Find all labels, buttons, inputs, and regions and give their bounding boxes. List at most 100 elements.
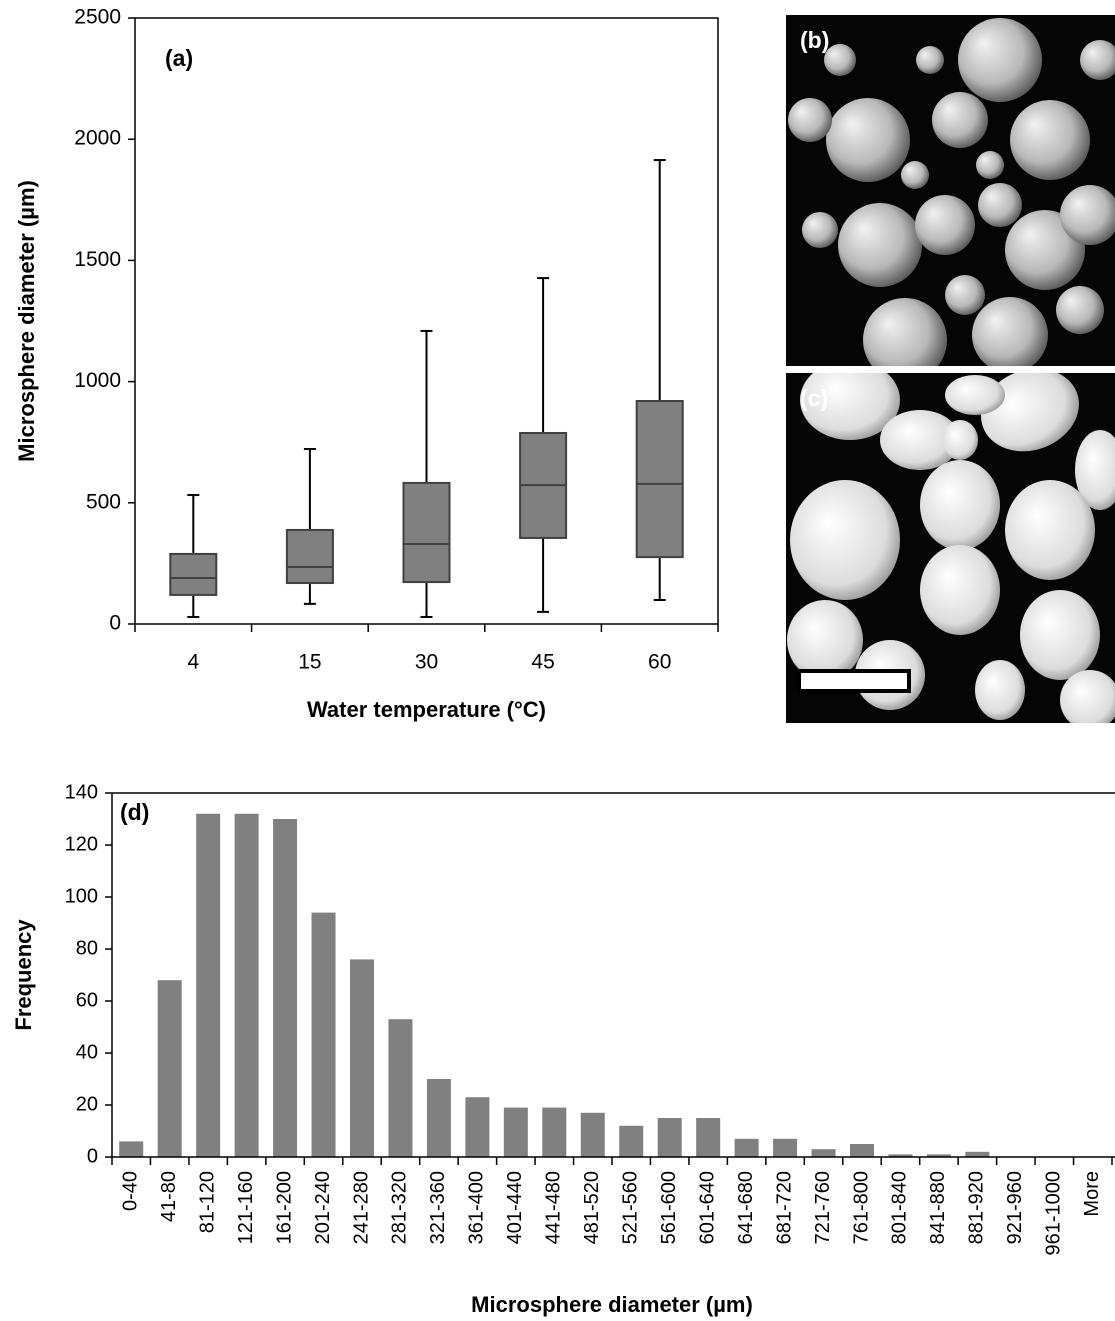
x-axis-title: Microsphere diameter (µm) (471, 1292, 753, 1317)
x-tick-label: 121-160 (235, 1171, 257, 1244)
bar (811, 1149, 836, 1157)
sphere (1060, 185, 1115, 245)
y-tick-label: 120 (65, 833, 98, 855)
sphere (1010, 100, 1090, 180)
sphere (1080, 40, 1115, 80)
x-tick-label: 961-1000 (1043, 1171, 1065, 1256)
box (402, 481, 451, 584)
bar (926, 1154, 951, 1157)
sphere (976, 151, 1004, 179)
bar (850, 1144, 874, 1157)
x-tick-label: 881-920 (966, 1171, 988, 1244)
sphere (901, 161, 929, 189)
sphere (863, 298, 947, 366)
x-tick-label: 281-320 (389, 1171, 411, 1244)
sphere (838, 203, 922, 287)
sphere (1020, 590, 1100, 680)
x-tick-label: 401-440 (504, 1171, 526, 1244)
sphere (945, 375, 1005, 415)
box (285, 528, 334, 585)
y-tick-label: 0 (109, 612, 121, 635)
y-tick-label: 20 (76, 1093, 98, 1115)
x-tick-label: 641-680 (735, 1171, 757, 1244)
x-tick-label: 241-280 (350, 1171, 372, 1244)
bar (773, 1138, 798, 1157)
sphere (824, 44, 856, 76)
x-tick-label: 81-120 (196, 1171, 218, 1233)
panel-label: (c) (800, 385, 828, 411)
x-tick-label: 15 (298, 651, 321, 674)
box (169, 552, 218, 596)
x-tick-label: 321-360 (427, 1171, 449, 1244)
y-tick-label: 0 (87, 1145, 98, 1167)
bar (234, 813, 259, 1157)
sphere (788, 98, 832, 142)
y-tick-label: 500 (86, 490, 121, 513)
bar (619, 1125, 644, 1157)
bar (580, 1112, 605, 1157)
sphere (975, 660, 1025, 720)
bar (965, 1151, 990, 1157)
x-tick-label: 201-240 (312, 1171, 334, 1244)
y-tick-label: 1500 (74, 248, 121, 271)
sphere (802, 212, 838, 248)
photo-b-spheres (788, 18, 1115, 366)
x-tick-label: 681-720 (773, 1171, 795, 1244)
sphere (1056, 286, 1104, 334)
box (635, 399, 684, 559)
sphere (916, 46, 944, 74)
x-tick-label: 441-480 (543, 1171, 565, 1244)
x-tick-label: 601-640 (696, 1171, 718, 1244)
bar (465, 1097, 490, 1157)
sphere (1075, 430, 1115, 510)
sphere (826, 98, 910, 182)
y-tick-label: 2000 (74, 127, 121, 150)
y-axis-title: Frequency (11, 919, 36, 1031)
y-tick-label: 140 (65, 781, 98, 803)
x-tick-label: 521-560 (620, 1171, 642, 1244)
sphere (972, 297, 1048, 366)
sphere (790, 480, 900, 600)
bar (542, 1107, 567, 1157)
x-tick-label: 801-840 (889, 1171, 911, 1244)
x-tick-label: More (1081, 1171, 1103, 1217)
bar (119, 1141, 144, 1157)
sphere (920, 460, 1000, 550)
y-tick-label: 80 (76, 937, 98, 959)
sphere (1060, 670, 1115, 723)
bar (350, 959, 374, 1157)
x-tick-label: 60 (648, 651, 671, 674)
sphere (958, 18, 1042, 102)
sphere (945, 275, 985, 315)
y-axis-title: Microsphere diameter (µm) (14, 180, 39, 462)
x-tick-label: 921-960 (1004, 1171, 1026, 1244)
bar (157, 980, 182, 1157)
x-tick-label: 41-80 (158, 1171, 180, 1222)
sphere (800, 373, 900, 440)
x-tick-label: 841-880 (927, 1171, 949, 1244)
plot-frame (134, 17, 719, 625)
x-axis-title: Water temperature (°C) (307, 697, 546, 722)
y-tick-label: 40 (76, 1041, 98, 1063)
x-tick-label: 0-40 (120, 1171, 142, 1211)
panel-label: (d) (120, 799, 149, 825)
bar (734, 1138, 759, 1157)
sphere (978, 183, 1022, 227)
sphere (981, 373, 1079, 452)
bar (426, 1079, 451, 1157)
sphere (920, 545, 1000, 635)
sphere (880, 410, 960, 470)
sphere (932, 92, 988, 148)
y-tick-label: 2500 (74, 6, 121, 29)
scale-bar (797, 669, 911, 693)
bar (196, 813, 221, 1157)
x-tick-label: 481-520 (581, 1171, 603, 1244)
sphere (1005, 480, 1095, 580)
x-tick-label: 721-760 (812, 1171, 834, 1244)
bar (273, 819, 298, 1157)
bar (696, 1118, 721, 1157)
y-tick-label: 100 (65, 885, 98, 907)
x-tick-label: 561-600 (658, 1171, 680, 1244)
